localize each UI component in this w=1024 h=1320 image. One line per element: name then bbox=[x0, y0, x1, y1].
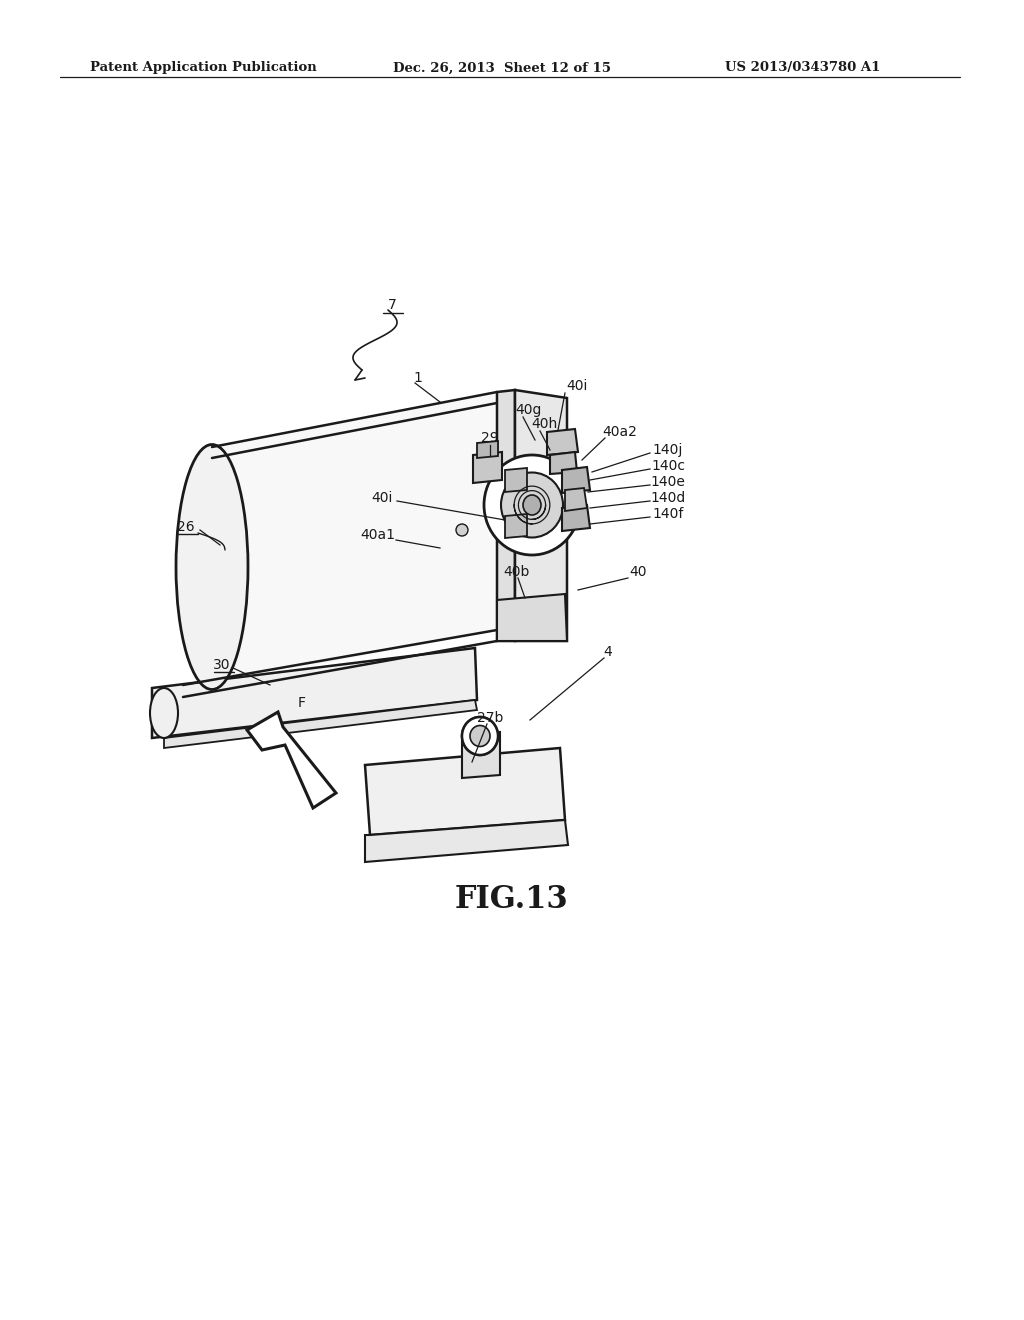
Text: 1: 1 bbox=[414, 371, 423, 385]
Text: F: F bbox=[298, 696, 306, 710]
Polygon shape bbox=[497, 389, 515, 642]
Text: 40a2: 40a2 bbox=[602, 425, 637, 440]
Text: US 2013/0343780 A1: US 2013/0343780 A1 bbox=[725, 62, 881, 74]
Ellipse shape bbox=[501, 473, 563, 537]
Text: 40a1: 40a1 bbox=[360, 528, 395, 543]
Text: 140j: 140j bbox=[653, 444, 683, 457]
Polygon shape bbox=[562, 506, 590, 531]
Ellipse shape bbox=[150, 688, 178, 738]
Text: 7: 7 bbox=[388, 298, 396, 312]
Text: 27b: 27b bbox=[477, 711, 503, 725]
Text: Patent Application Publication: Patent Application Publication bbox=[90, 62, 316, 74]
Polygon shape bbox=[497, 594, 567, 642]
Polygon shape bbox=[212, 392, 497, 685]
Text: 40g: 40g bbox=[515, 403, 542, 417]
Polygon shape bbox=[365, 820, 568, 862]
Polygon shape bbox=[477, 441, 498, 458]
Ellipse shape bbox=[462, 717, 498, 755]
Ellipse shape bbox=[462, 717, 498, 755]
Text: 4: 4 bbox=[603, 645, 612, 659]
Circle shape bbox=[456, 524, 468, 536]
Polygon shape bbox=[505, 513, 527, 539]
Polygon shape bbox=[565, 488, 587, 511]
Polygon shape bbox=[164, 700, 477, 748]
Ellipse shape bbox=[484, 455, 580, 554]
Text: 140c: 140c bbox=[651, 459, 685, 473]
Polygon shape bbox=[462, 733, 500, 777]
Ellipse shape bbox=[470, 726, 490, 747]
Text: Dec. 26, 2013  Sheet 12 of 15: Dec. 26, 2013 Sheet 12 of 15 bbox=[393, 62, 611, 74]
Text: 40i: 40i bbox=[372, 491, 392, 506]
Text: 140e: 140e bbox=[650, 475, 685, 488]
Text: 40h: 40h bbox=[530, 417, 557, 432]
Text: 40b: 40b bbox=[503, 565, 529, 579]
Polygon shape bbox=[247, 711, 336, 808]
Polygon shape bbox=[152, 648, 477, 738]
Polygon shape bbox=[505, 469, 527, 492]
Ellipse shape bbox=[176, 445, 248, 689]
Polygon shape bbox=[550, 451, 577, 474]
Ellipse shape bbox=[470, 726, 490, 747]
Text: 29: 29 bbox=[481, 432, 499, 445]
Polygon shape bbox=[473, 451, 502, 483]
Text: 40i: 40i bbox=[566, 379, 588, 393]
Polygon shape bbox=[515, 389, 567, 642]
Ellipse shape bbox=[523, 495, 541, 515]
Text: 140d: 140d bbox=[650, 491, 686, 506]
Polygon shape bbox=[365, 748, 565, 836]
Polygon shape bbox=[562, 467, 590, 492]
Text: 30: 30 bbox=[213, 657, 230, 672]
Polygon shape bbox=[547, 429, 578, 455]
Text: FIG.13: FIG.13 bbox=[455, 884, 569, 916]
Text: 26: 26 bbox=[177, 520, 195, 535]
Text: 40: 40 bbox=[630, 565, 647, 579]
Text: 140f: 140f bbox=[652, 507, 684, 521]
